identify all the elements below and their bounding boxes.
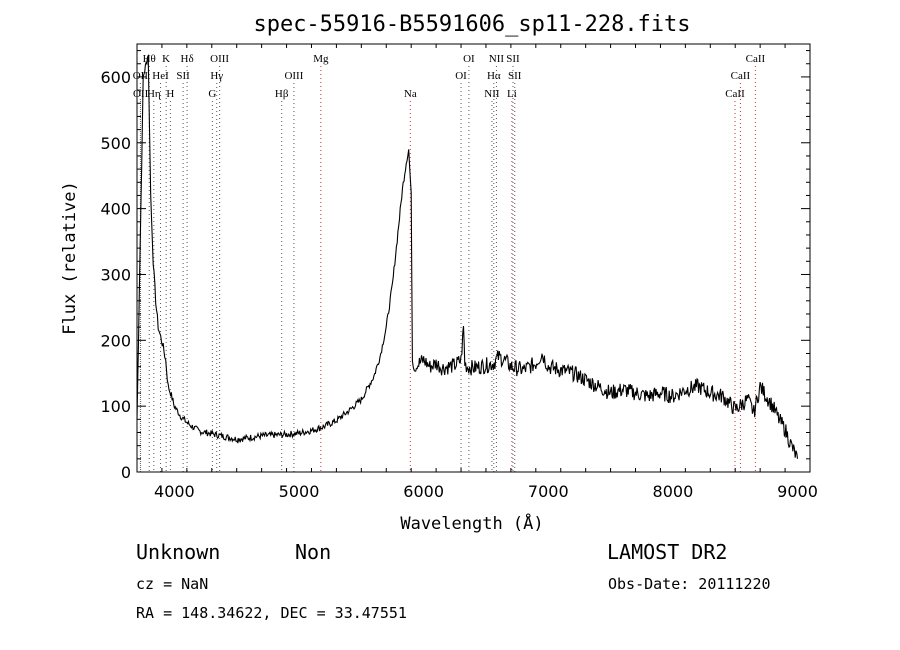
marker-label: HeI — [152, 70, 169, 82]
marker-label: NII — [489, 53, 505, 65]
marker-label: CaII — [731, 70, 751, 82]
marker-label: SII — [176, 70, 190, 82]
x-tick-label: 8000 — [653, 482, 694, 501]
marker-label: NII — [484, 88, 500, 100]
marker-label: SII — [508, 70, 522, 82]
plot-frame — [136, 43, 811, 473]
x-tick-label: 4000 — [154, 482, 195, 501]
marker-label: Li — [507, 88, 517, 100]
marker-label: OI — [463, 53, 475, 65]
y-tick-label: 500 — [100, 134, 131, 153]
marker-label: SII — [506, 53, 520, 65]
marker-label: Hα — [487, 70, 501, 82]
x-axis-label: Wavelength (Å) — [400, 512, 543, 534]
marker-label: K — [162, 53, 170, 65]
x-axis: 4000 5000 6000 7000 8000 9000 — [136, 44, 818, 501]
marker-label: OI — [455, 70, 467, 82]
y-axis: 0 100 200 300 400 500 600 — [100, 50, 810, 482]
marker-label: CaII — [746, 53, 766, 65]
marker-label: Hθ — [143, 53, 156, 65]
marker-label: Hβ — [275, 88, 289, 100]
chart-title: spec-55916-B5591606_sp11-228.fits — [253, 12, 690, 37]
marker-label: OIII — [284, 70, 303, 82]
y-tick-label: 0 — [121, 463, 131, 482]
marker-label: Hγ — [210, 70, 223, 82]
marker-label: OII — [133, 70, 149, 82]
x-tick-label: 7000 — [528, 482, 569, 501]
y-tick-label: 400 — [100, 200, 131, 219]
marker-label: Mg — [313, 53, 329, 65]
y-tick-label: 600 — [100, 68, 131, 87]
y-tick-label: 200 — [100, 331, 131, 350]
y-tick-label: 300 — [100, 265, 131, 284]
marker-label: OIII — [210, 53, 229, 65]
marker-label: Hη — [147, 88, 161, 100]
marker-label: G — [208, 88, 216, 100]
y-tick-label: 100 — [100, 397, 131, 416]
survey-label: LAMOST DR2 — [607, 540, 727, 564]
x-tick-label: 6000 — [403, 482, 444, 501]
obs-date: Obs-Date: 20111220 — [608, 575, 771, 593]
x-tick-label: 5000 — [279, 482, 320, 501]
subclass: Non — [295, 540, 331, 564]
spectrum-line — [136, 54, 799, 459]
marker-label: H — [166, 88, 174, 100]
object-class: Unknown — [136, 540, 220, 564]
y-axis-label: Flux (relative) — [60, 181, 80, 335]
marker-label: Na — [404, 88, 417, 100]
marker-label: CaII — [725, 88, 745, 100]
x-tick-label: 9000 — [777, 482, 818, 501]
marker-label: Hδ — [181, 53, 194, 65]
coordinates: RA = 148.34622, DEC = 33.47551 — [136, 604, 407, 622]
redshift-readout: cz = NaN — [136, 575, 208, 593]
